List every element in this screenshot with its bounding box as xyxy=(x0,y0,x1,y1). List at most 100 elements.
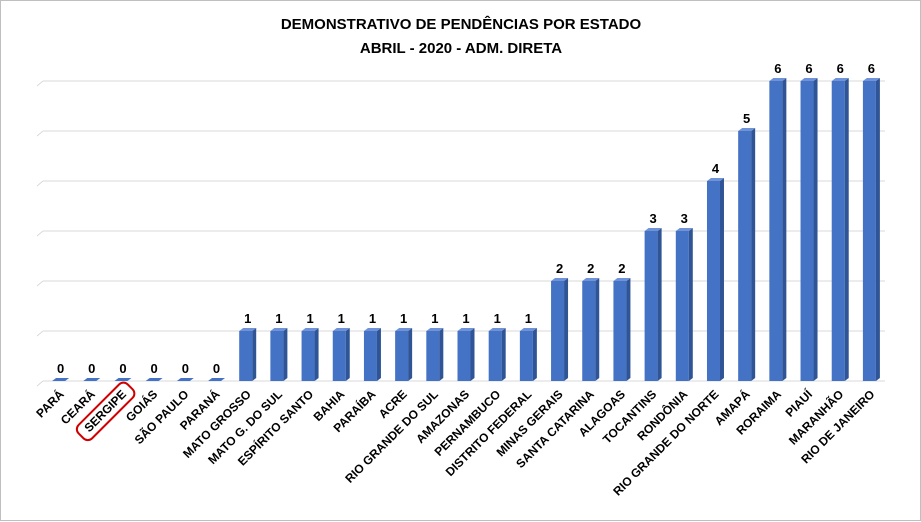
bar-front xyxy=(457,331,471,381)
highlight-box xyxy=(75,381,136,442)
bar-side xyxy=(751,128,756,381)
bar-side xyxy=(595,278,600,381)
bar-side xyxy=(314,328,319,381)
bar xyxy=(457,328,475,381)
data-label: 1 xyxy=(275,311,282,326)
data-label: 2 xyxy=(587,261,594,276)
bar-top xyxy=(395,328,413,331)
bar-side xyxy=(283,328,288,381)
gridline-depth xyxy=(36,230,44,237)
bar-top xyxy=(582,278,600,281)
bar xyxy=(738,128,756,381)
bar-front xyxy=(239,331,253,381)
data-label: 4 xyxy=(712,161,720,176)
bar-top xyxy=(769,78,787,81)
data-label: 6 xyxy=(837,61,844,76)
data-label: 1 xyxy=(338,311,345,326)
bar-top xyxy=(613,278,631,281)
bar xyxy=(769,78,787,381)
bar-side xyxy=(345,328,350,381)
bar-front xyxy=(332,331,346,381)
bar-top xyxy=(551,278,569,281)
data-label: 1 xyxy=(525,311,532,326)
bar xyxy=(706,178,724,381)
bar-front xyxy=(800,81,814,381)
bar-front xyxy=(862,81,876,381)
bar-side xyxy=(688,228,693,381)
bar xyxy=(114,378,132,381)
bar-top xyxy=(675,228,693,231)
bar-front xyxy=(270,331,284,381)
bar-top xyxy=(332,328,350,331)
data-label: 0 xyxy=(119,361,126,376)
gridline-depth xyxy=(36,280,44,287)
bar-top xyxy=(519,328,537,331)
bar-front xyxy=(426,331,440,381)
data-label: 0 xyxy=(213,361,220,376)
bar-front xyxy=(395,331,409,381)
bar-side xyxy=(657,228,662,381)
bar-top xyxy=(114,378,132,381)
bar-top xyxy=(301,328,319,331)
bar xyxy=(363,328,381,381)
gridline-depth xyxy=(36,80,44,87)
bar-front xyxy=(706,181,720,381)
bar xyxy=(426,328,444,381)
bar-side xyxy=(844,78,849,381)
bar xyxy=(52,378,70,381)
data-label: 0 xyxy=(57,361,64,376)
bar-top xyxy=(176,378,194,381)
bar-front xyxy=(363,331,377,381)
bar-top xyxy=(83,378,101,381)
bar-side xyxy=(875,78,880,381)
bar xyxy=(488,328,506,381)
data-label: 6 xyxy=(868,61,875,76)
bar-front xyxy=(675,231,689,381)
data-label: 2 xyxy=(556,261,563,276)
bar-front xyxy=(613,281,627,381)
bar-top xyxy=(831,78,849,81)
gridline-depth xyxy=(36,130,44,137)
data-label: 0 xyxy=(151,361,158,376)
bar-top xyxy=(145,378,163,381)
data-label: 1 xyxy=(400,311,407,326)
bar-top xyxy=(363,328,381,331)
bar xyxy=(83,378,101,381)
bar xyxy=(176,378,194,381)
bar-top xyxy=(644,228,662,231)
bar-top xyxy=(52,378,70,381)
bar-side xyxy=(626,278,631,381)
bar-top xyxy=(706,178,724,181)
bar-side xyxy=(532,328,537,381)
gridline-depth xyxy=(36,380,44,387)
highlight-annotation xyxy=(75,381,136,442)
bar-side xyxy=(376,328,381,381)
bar xyxy=(332,328,350,381)
data-label: 3 xyxy=(681,211,688,226)
bar-side xyxy=(439,328,444,381)
bar-front xyxy=(519,331,533,381)
bar-front xyxy=(769,81,783,381)
bar-side xyxy=(782,78,787,381)
bar-top xyxy=(426,328,444,331)
bar-side xyxy=(408,328,413,381)
bar-front xyxy=(738,131,752,381)
bar-front xyxy=(831,81,845,381)
data-label: 3 xyxy=(649,211,656,226)
bars xyxy=(52,78,880,381)
bar-top xyxy=(800,78,818,81)
bar-front xyxy=(551,281,565,381)
data-label: 1 xyxy=(494,311,501,326)
bar-top xyxy=(738,128,756,131)
data-label: 1 xyxy=(369,311,376,326)
bar-front xyxy=(644,231,658,381)
data-label: 0 xyxy=(182,361,189,376)
data-label: 6 xyxy=(774,61,781,76)
bar xyxy=(145,378,163,381)
bar-side xyxy=(813,78,818,381)
bar-front xyxy=(488,331,502,381)
chart-subtitle: ABRIL - 2020 - ADM. DIRETA xyxy=(360,40,562,57)
gridline-depth xyxy=(36,330,44,337)
